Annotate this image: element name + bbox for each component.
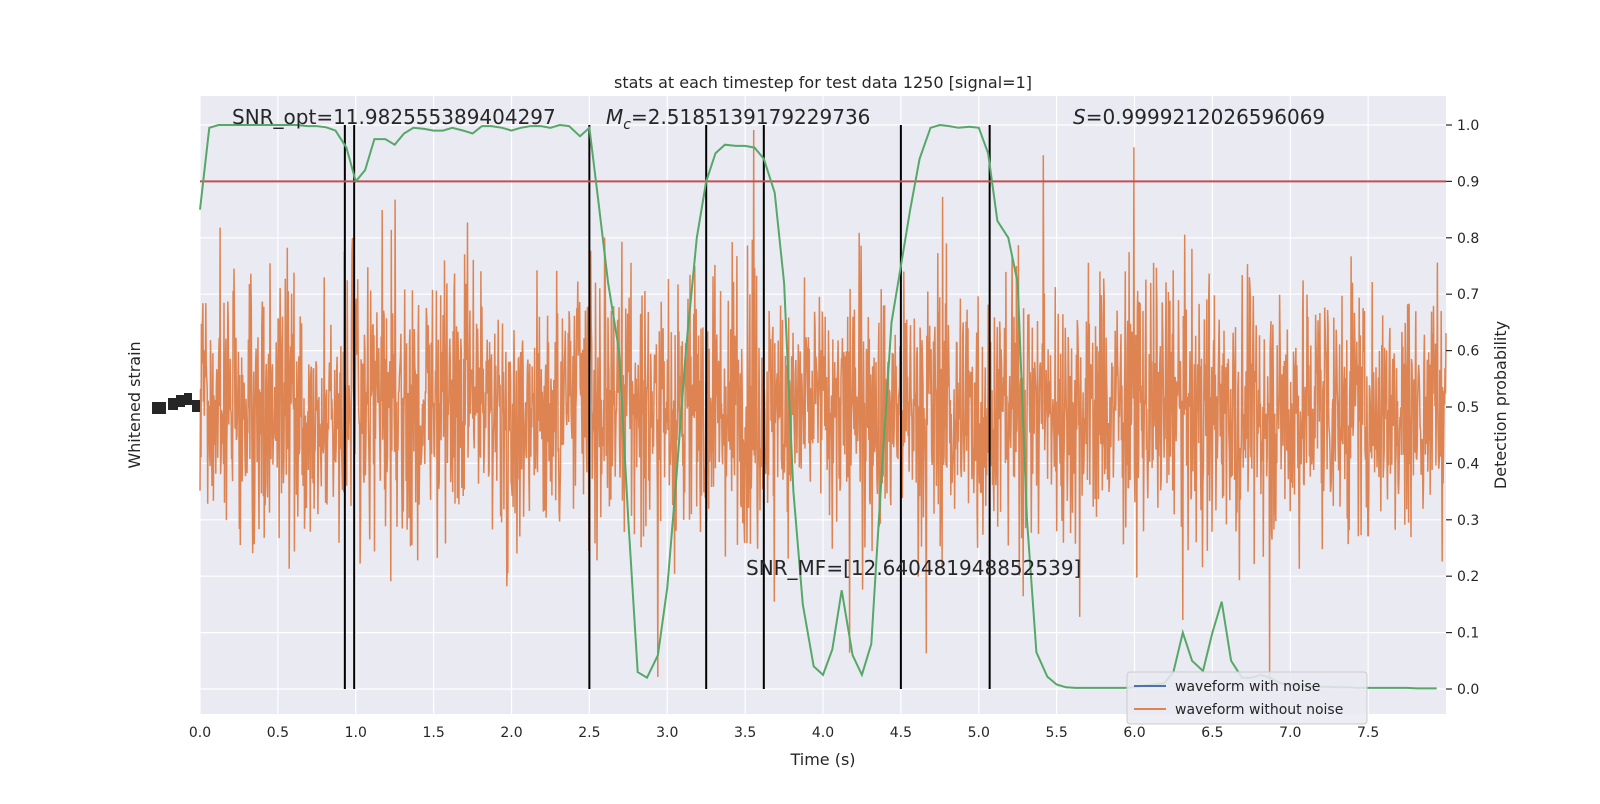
y-tick-label-10: 1.0 — [1457, 118, 1479, 134]
y-tick-label-3: 0.3 — [1457, 513, 1479, 529]
vertical-markers — [343, 125, 991, 689]
detection-probability-line — [199, 123, 1437, 690]
y-axis-ticks: 0.0 0.1 0.2 0.3 0.4 0.5 0.6 0.7 0.8 0.9 1.0 — [1446, 118, 1479, 698]
x-tick-label-10: 5.0 — [968, 725, 990, 741]
legend-label-without-noise: waveform without noise — [1175, 702, 1343, 718]
chirp-mass-subscript: c — [623, 117, 631, 133]
x-axis-label: Time (s) — [789, 750, 855, 769]
y-tick-label-2: 0.2 — [1457, 569, 1479, 585]
y-tick-label-0: 0.0 — [1457, 682, 1479, 698]
x-tick-label-15: 7.5 — [1357, 725, 1379, 741]
y-tick-label-7: 0.7 — [1457, 287, 1479, 303]
x-tick-label-14: 7.0 — [1279, 725, 1301, 741]
noise-waveform — [199, 129, 1447, 685]
x-tick-label-4: 2.0 — [500, 725, 522, 741]
chirp-mass-symbol: M — [606, 105, 623, 129]
left-axis-ticks — [152, 393, 200, 414]
y-tick-label-9: 0.9 — [1457, 174, 1479, 190]
s-symbol: S — [1073, 105, 1086, 129]
y-tick-label-4: 0.4 — [1457, 456, 1479, 472]
s-annotation: S=0.9999212026596069 — [1073, 105, 1325, 129]
probability-line-group — [199, 123, 1437, 690]
left-tick-glyph-3 — [184, 393, 192, 405]
right-y-axis-label: Detection probability — [1491, 321, 1510, 489]
y-tick-label-8: 0.8 — [1457, 231, 1479, 247]
chart-title: stats at each timestep for test data 125… — [614, 73, 1032, 92]
x-tick-label-2: 1.0 — [345, 725, 367, 741]
x-tick-label-6: 3.0 — [656, 725, 678, 741]
left-tick-glyph-0 — [152, 402, 166, 414]
snr-opt-annotation: SNR_opt=11.982555389404297 — [232, 105, 556, 129]
x-tick-label-13: 6.5 — [1201, 725, 1223, 741]
y-tick-label-6: 0.6 — [1457, 344, 1479, 360]
left-tick-glyph-1 — [168, 398, 178, 410]
left-tick-glyph-2 — [176, 395, 185, 407]
legend-box — [1126, 671, 1368, 725]
legend: waveform with noise waveform without noi… — [1126, 671, 1368, 725]
x-tick-label-11: 5.5 — [1045, 725, 1067, 741]
x-tick-label-0: 0.0 — [189, 725, 211, 741]
legend-label-with-noise: waveform with noise — [1175, 679, 1320, 695]
chirp-mass-value: =2.5185139179229736 — [631, 105, 870, 129]
s-value: =0.9999212026596069 — [1086, 105, 1325, 129]
x-tick-label-12: 6.0 — [1123, 725, 1145, 741]
x-tick-label-3: 1.5 — [422, 725, 444, 741]
x-tick-label-8: 4.0 — [812, 725, 834, 741]
y-tick-label-1: 0.1 — [1457, 626, 1479, 642]
snr-mf-annotation: SNR_MF=[12.640481948852539] — [746, 556, 1081, 580]
x-axis-ticks: 0.0 0.5 1.0 1.5 2.0 2.5 3.0 3.5 4.0 4.5 5.0 5.5 6.0 6… — [189, 725, 1379, 741]
y-tick-label-5: 0.5 — [1457, 400, 1479, 416]
x-tick-label-5: 2.5 — [578, 725, 600, 741]
chirp-mass-annotation: Mc=2.5185139179229736 — [606, 105, 870, 133]
x-tick-label-7: 3.5 — [734, 725, 756, 741]
noise-waveform-path — [199, 129, 1447, 685]
x-tick-label-9: 4.5 — [890, 725, 912, 741]
x-tick-label-1: 0.5 — [267, 725, 289, 741]
left-tick-glyph-4 — [192, 400, 200, 412]
left-y-axis-label: Whitened strain — [125, 341, 144, 468]
